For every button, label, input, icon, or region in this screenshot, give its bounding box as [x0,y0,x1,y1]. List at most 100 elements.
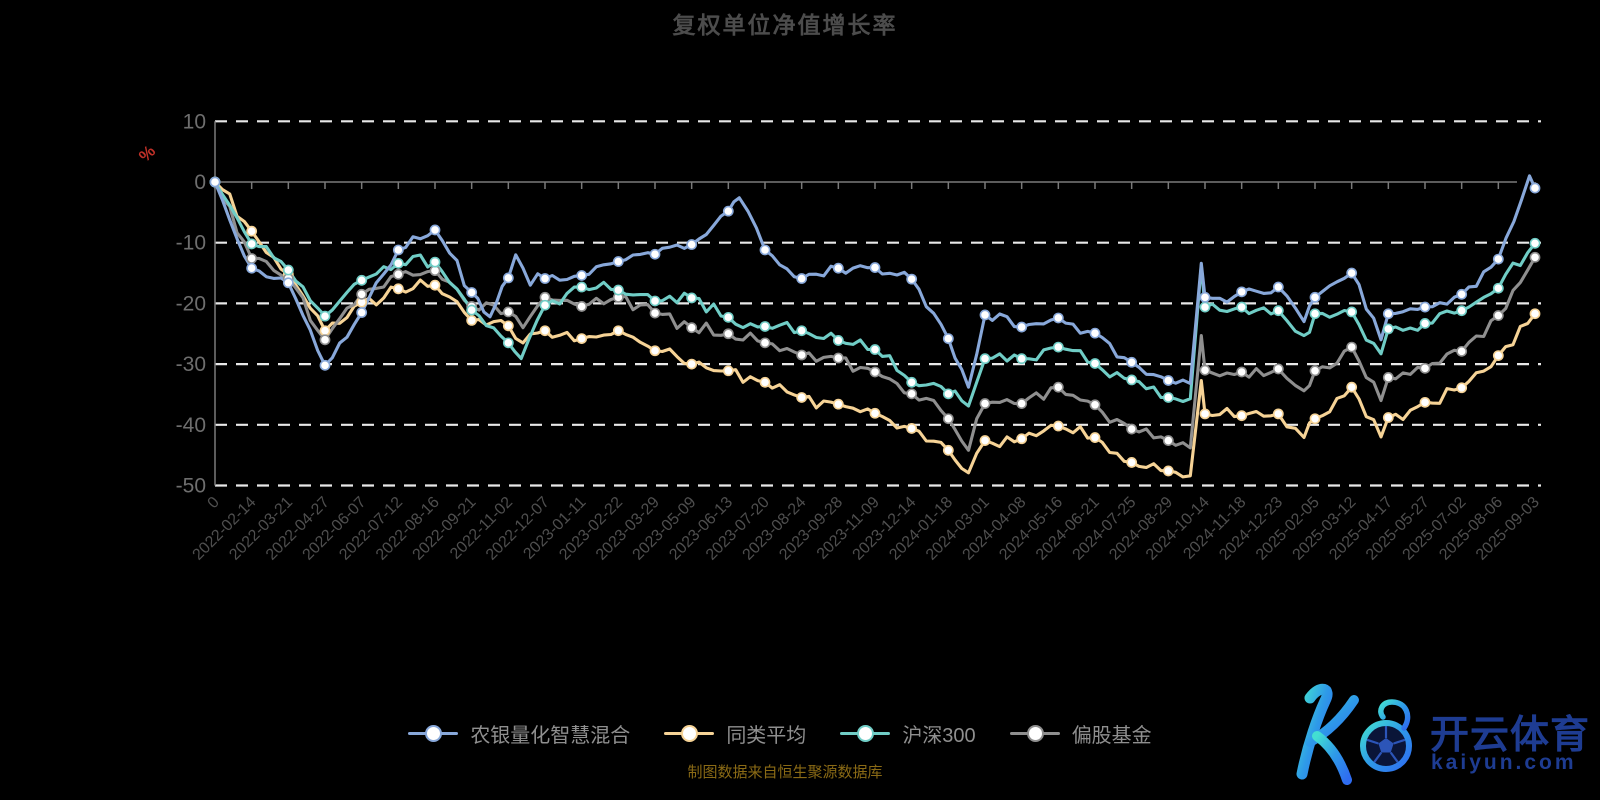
data-point-hs300 [1309,308,1321,320]
data-point-hs300 [686,292,698,304]
data-point-hs300 [392,257,404,269]
legend: 农银量化智慧混合 同类平均 沪深300 偏股基金 [0,716,1560,750]
data-point-hs300 [1089,358,1101,369]
data-point-fund [1346,267,1358,279]
data-point-peer-avg [1236,410,1248,422]
data-point-hs300 [1126,374,1138,386]
data-point-fund [759,244,771,256]
legend-item-fund[interactable]: 农银量化智慧混合 [408,719,630,748]
data-point-peer-avg [429,279,441,291]
data-point-peer-avg [1272,408,1284,420]
data-point-equity-fund [832,352,844,364]
data-point-hs300 [576,281,588,293]
data-point-fund [1419,301,1431,313]
data-point-hs300 [942,388,954,400]
data-point-peer-avg [869,407,881,419]
data-point-hs300 [1162,392,1174,403]
legend-item-equity-fund[interactable]: 偏股基金 [1009,719,1152,748]
data-point-equity-fund [576,301,588,312]
data-point-fund [649,248,661,260]
data-point-equity-fund [1456,345,1468,357]
data-point-peer-avg [502,320,514,332]
data-point-peer-avg [466,314,478,326]
data-point-fund [576,270,588,281]
y-axis-tick-label: -30 [176,353,206,376]
data-point-fund [282,277,294,289]
data-point-fund [1272,281,1284,293]
data-point-hs300 [282,264,294,276]
data-point-peer-avg [796,392,808,403]
data-point-equity-fund [686,322,698,334]
data-point-fund [466,287,478,298]
data-point-fund [392,244,404,256]
data-point-equity-fund [649,307,661,319]
data-point-fund [1016,321,1028,333]
data-point-hs300 [1236,301,1248,313]
data-point-hs300 [649,295,661,307]
data-point-fund [502,272,514,284]
y-axis-tick-label: -50 [176,475,206,498]
series-line-peer-avg [213,180,1537,479]
legend-label: 沪深300 [902,724,976,747]
data-point-equity-fund [1052,381,1064,393]
line-marker-icon [840,724,891,742]
data-point-fund [906,273,918,285]
data-point-hs300 [429,256,441,268]
data-point-hs300 [319,310,331,322]
data-point-peer-avg [1419,396,1431,408]
data-point-peer-avg [686,358,698,370]
data-point-fund [1126,356,1138,368]
data-point-peer-avg [979,435,991,446]
data-point-equity-fund [1272,363,1284,375]
data-source-note: 制图数据来自恒生聚源数据库 [687,764,883,781]
data-point-hs300 [356,274,368,286]
data-point-equity-fund [1089,399,1101,411]
data-point-hs300 [1199,301,1211,313]
data-point-hs300 [906,376,918,388]
data-point-peer-avg [906,423,918,434]
data-point-equity-fund [1162,435,1174,446]
data-point-equity-fund [869,366,881,378]
watermark[interactable]: 开云体育 kaiyun.com [1290,680,1600,795]
data-point-fund [942,333,954,345]
data-point-equity-fund [1199,364,1211,376]
data-point-fund [319,359,331,371]
data-point-hs300 [832,335,844,346]
legend-label: 同类平均 [726,724,807,747]
x-axis-tick-label: 0 [205,494,223,512]
data-point-fund [1162,375,1174,386]
data-point-equity-fund [246,253,258,264]
data-point-fund [246,262,258,274]
legend-item-hs300[interactable]: 沪深300 [840,719,976,748]
data-point-peer-avg [1126,457,1138,468]
data-point-equity-fund [319,334,331,346]
kaiyun-logo-icon [1296,683,1412,785]
data-point-peer-avg [1016,433,1028,445]
legend-item-peer-avg[interactable]: 同类平均 [664,719,806,748]
line-marker-icon [408,724,459,742]
data-point-peer-avg [1346,381,1358,393]
data-point-fund [1309,291,1321,303]
data-point-peer-avg [1052,420,1064,432]
data-point-equity-fund [796,349,808,361]
data-point-fund [796,273,808,284]
data-point-equity-fund [1529,251,1541,263]
data-point-hs300 [1492,282,1504,294]
data-point-hs300 [1456,305,1468,317]
y-axis-tick-label: -20 [176,292,206,315]
data-point-hs300 [1346,306,1358,318]
data-point-peer-avg [832,398,844,410]
data-point-fund [1089,327,1101,339]
data-point-hs300 [796,325,808,337]
data-point-fund [979,309,991,321]
data-point-fund [1492,253,1504,265]
data-point-peer-avg [246,225,258,237]
data-point-equity-fund [1236,366,1248,378]
data-point-equity-fund [1309,365,1321,377]
data-point-fund [1456,288,1468,300]
data-point-peer-avg [942,444,954,456]
data-point-fund [1529,182,1541,194]
data-point-equity-fund [502,306,514,318]
